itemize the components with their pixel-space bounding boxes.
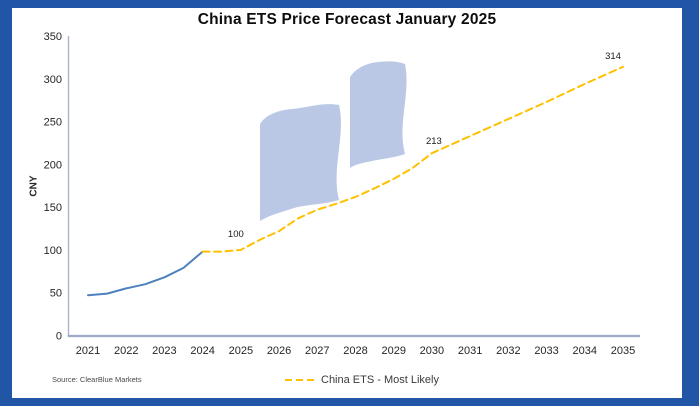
legend-label: China ETS - Most Likely [321, 374, 439, 386]
y-tick-label: 300 [44, 74, 62, 86]
x-tick-label: 2026 [267, 345, 291, 357]
y-tick-label: 350 [44, 31, 62, 43]
x-tick-label: 2031 [458, 345, 482, 357]
x-tick-label: 2032 [496, 345, 520, 357]
y-tick-label: 150 [44, 202, 62, 214]
source-note: Source: ClearBlue Markets [52, 375, 142, 384]
y-tick-label: 0 [56, 331, 62, 343]
uncertainty-band-shape [350, 61, 407, 168]
historical-line [87, 250, 204, 297]
data-label: 100 [228, 229, 244, 240]
x-tick-label: 2034 [573, 345, 597, 357]
x-tick-label: 2025 [229, 345, 253, 357]
x-tick-label: 2027 [305, 345, 329, 357]
x-tick-label: 2023 [152, 345, 176, 357]
x-tick-label: 2029 [381, 345, 405, 357]
x-tick-label: 2035 [611, 345, 635, 357]
legend: China ETS - Most Likely [284, 374, 439, 386]
y-axis-title: CNY [28, 175, 40, 197]
data-label: 213 [426, 136, 442, 147]
chart-title: China ETS Price Forecast January 2025 [197, 11, 497, 28]
x-tick-label: 2021 [76, 345, 100, 357]
data-label: 314 [605, 51, 621, 62]
y-tick-label: 50 [50, 288, 62, 300]
x-tick-label: 2030 [420, 345, 444, 357]
uncertainty-band-shape [260, 104, 341, 221]
x-tick-label: 2024 [190, 345, 214, 357]
y-tick-label: 200 [44, 159, 62, 171]
x-tick-label: 2022 [114, 345, 138, 357]
x-tick-label: 2033 [534, 345, 558, 357]
y-tick-label: 100 [44, 245, 62, 257]
y-tick-label: 250 [44, 117, 62, 129]
x-tick-label: 2028 [343, 345, 367, 357]
chart-panel: 0 50 100 150 200 250 300 350 2021 2022 2023 2024 202… [12, 8, 682, 398]
legend-dash-icon [285, 379, 317, 381]
forecast-line [201, 65, 624, 253]
